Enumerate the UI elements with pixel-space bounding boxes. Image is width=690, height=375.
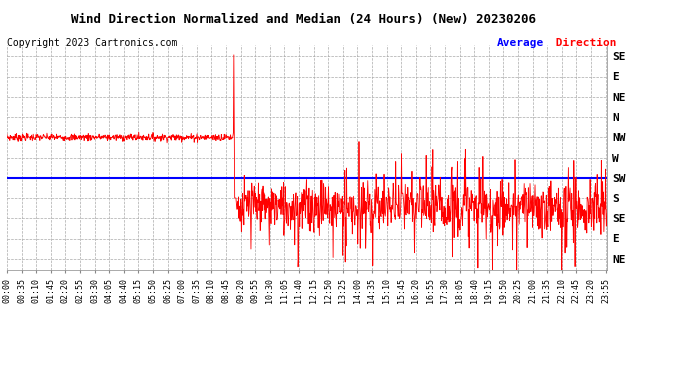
Text: Direction: Direction xyxy=(549,38,616,48)
Text: Wind Direction Normalized and Median (24 Hours) (New) 20230206: Wind Direction Normalized and Median (24… xyxy=(71,13,536,26)
Text: Copyright 2023 Cartronics.com: Copyright 2023 Cartronics.com xyxy=(7,38,177,48)
Text: Average: Average xyxy=(497,38,544,48)
